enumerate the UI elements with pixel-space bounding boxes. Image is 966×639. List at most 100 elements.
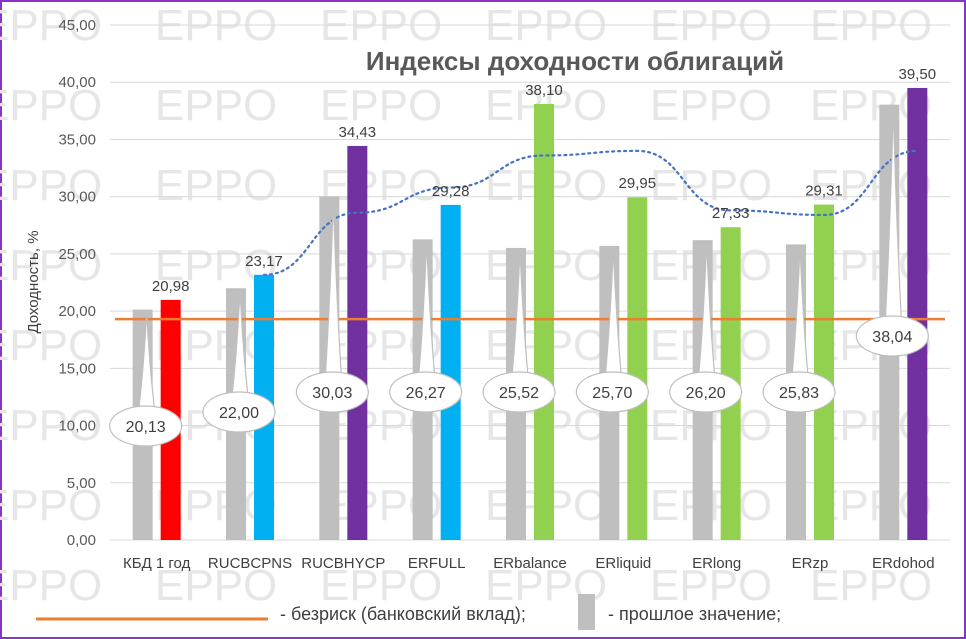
- watermark-text: EPPO: [0, 241, 102, 290]
- callout-label: 38,04: [872, 329, 912, 346]
- callout-pointer: [418, 241, 436, 377]
- watermark-text: EPPO: [155, 161, 277, 210]
- chart-title: Индексы доходности облигаций: [366, 46, 784, 76]
- callout-pointer: [884, 106, 902, 321]
- callout-pointer: [604, 247, 622, 377]
- callout-bubble: [109, 405, 183, 447]
- legend: - безриск (банковский вклад); - прошлое …: [36, 594, 781, 630]
- legend-bar-swatch: [578, 594, 595, 630]
- callout-joint: [699, 373, 714, 377]
- callout-pointer: [231, 290, 249, 397]
- callout-bubble: [762, 371, 836, 413]
- callout-pointer: [791, 246, 809, 377]
- watermark-text: EPPO: [0, 81, 102, 130]
- watermark-text: EPPO: [320, 161, 442, 210]
- callout-joint: [139, 407, 154, 411]
- bar-current: [534, 103, 554, 540]
- category-label: ERbalance: [493, 555, 566, 572]
- previous-value-callout: 25,70: [575, 247, 649, 413]
- previous-value-callout: 25,52: [482, 249, 556, 413]
- category-label: RUCBCPNS: [208, 555, 292, 572]
- callout-label: 25,70: [592, 385, 632, 402]
- previous-value-callout: 30,03: [295, 198, 369, 413]
- data-label: 20,98: [152, 278, 190, 295]
- previous-value-callout: 26,27: [389, 241, 463, 413]
- previous-value-callout: 25,83: [762, 246, 836, 413]
- callout-bubble: [202, 391, 276, 433]
- watermark-text: EPPO: [0, 561, 102, 610]
- data-label: 29,28: [432, 183, 470, 200]
- callout-pointer: [137, 311, 156, 411]
- category-label: RUCBHYCP: [301, 555, 385, 572]
- category-label: ERFULL: [408, 555, 466, 572]
- previous-value-callout: 38,04: [855, 106, 929, 357]
- watermark-text: EPPO: [0, 161, 102, 210]
- watermark-text: EPPO: [0, 321, 102, 370]
- legend-bar-label: - прошлое значение;: [608, 604, 781, 624]
- callout-joint: [606, 373, 621, 377]
- data-label: 34,43: [339, 124, 377, 141]
- y-tick-label: 10,00: [58, 418, 96, 435]
- callout-label: 25,52: [499, 385, 539, 402]
- callout-joint: [419, 373, 434, 377]
- category-label: ERdohod: [872, 555, 935, 572]
- data-label: 39,50: [899, 66, 937, 83]
- callout-label: 25,83: [779, 385, 819, 402]
- callout-label: 30,03: [312, 385, 352, 402]
- watermark-text: EPPO: [0, 401, 102, 450]
- callout-bubble: [482, 371, 556, 413]
- callout-bubble: [295, 371, 369, 413]
- y-axis-label: Доходность, %: [25, 230, 42, 333]
- watermark-text: EPPO: [0, 481, 102, 530]
- y-tick-label: 20,00: [58, 303, 96, 320]
- y-tick-label: 5,00: [67, 475, 96, 492]
- category-label: ERliquid: [595, 555, 651, 572]
- callout-bubble: [669, 371, 743, 413]
- watermark-text: EPPO: [320, 81, 442, 130]
- callout-label: 26,27: [406, 385, 446, 402]
- previous-value-callouts: 20,13 22,00 30,03 26,27 25,52 25,70 26,20 25,83…: [109, 106, 929, 447]
- bar-current: [347, 145, 368, 540]
- category-label: ERlong: [692, 555, 741, 572]
- trendline-layer: [262, 149, 919, 276]
- callout-pointer: [324, 198, 342, 377]
- data-labels: 20,98 23,17 34,43 29,28 38,10 29,95 27,33 29,31…: [152, 66, 936, 295]
- bar-current: [440, 204, 461, 540]
- category-labels: КБД 1 год RUCBCPNS RUCBHYCP ERFULL ERbalance…: [123, 555, 935, 572]
- previous-value-callout: 22,00: [202, 290, 276, 433]
- bar-current: [814, 204, 834, 540]
- callout-pointer: [511, 249, 529, 377]
- callout-label: 22,00: [219, 405, 259, 422]
- callout-bubble: [575, 371, 649, 413]
- gridlines: [110, 24, 950, 541]
- previous-value-callout: 26,20: [669, 242, 743, 413]
- legend-line-label: - безриск (банковский вклад);: [280, 604, 526, 624]
- callout-label: 20,13: [126, 419, 166, 436]
- data-label: 29,31: [805, 183, 843, 200]
- bar-current: [907, 87, 928, 540]
- callout-pointer: [698, 242, 716, 377]
- category-label: ERzp: [792, 555, 829, 572]
- callout-joint: [793, 373, 807, 377]
- callout-bubble: [855, 315, 929, 357]
- bar-current: [627, 197, 648, 540]
- trendline: [262, 149, 919, 276]
- y-tick-label: 30,00: [58, 189, 96, 206]
- callout-joint: [326, 373, 341, 377]
- watermark-text: EPPO: [0, 1, 102, 50]
- y-tick-label: 45,00: [58, 17, 96, 34]
- y-tick-label: 15,00: [58, 360, 96, 377]
- watermark-text: EPPO: [155, 561, 277, 610]
- y-tick-label: 25,00: [58, 246, 96, 263]
- data-label: 27,33: [712, 205, 750, 222]
- watermark-text: EPPO: [155, 81, 277, 130]
- y-tick-label: 35,00: [58, 131, 96, 148]
- y-tick-label: 0,00: [67, 532, 96, 549]
- callout-label: 26,20: [686, 385, 726, 402]
- watermark-text: EPPO: [320, 561, 442, 610]
- watermark-text: EPPO: [650, 81, 772, 130]
- callout-joint: [513, 373, 527, 377]
- previous-value-callout: 20,13: [109, 311, 183, 447]
- watermark-text: EPPO: [650, 561, 772, 610]
